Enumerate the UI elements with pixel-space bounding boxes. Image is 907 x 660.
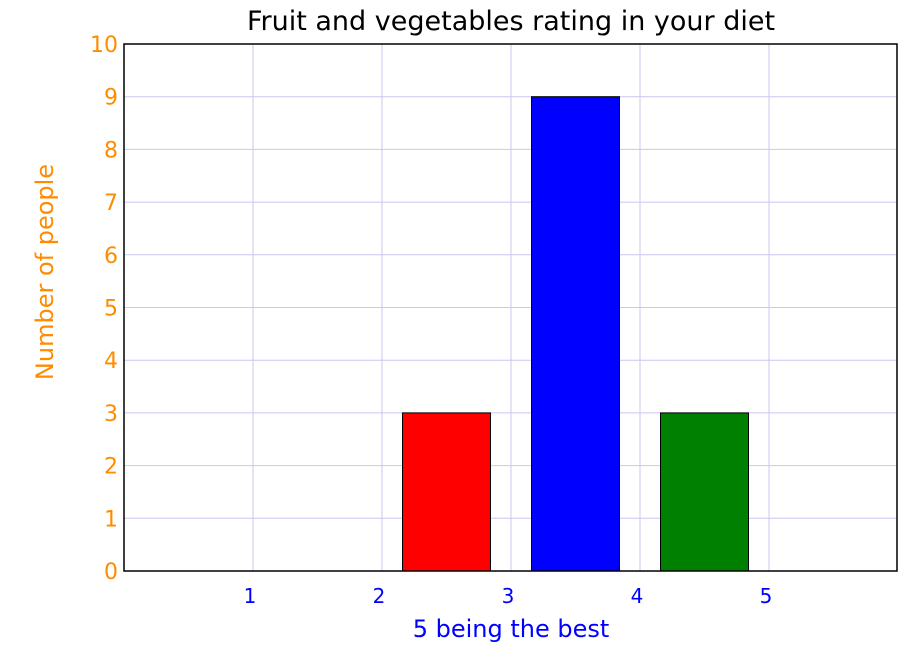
y-axis-ticks: 0 1 2 3 4 5 6 7 8 9 10 <box>90 33 118 585</box>
chart-title: Fruit and vegetables rating in your diet <box>247 6 775 37</box>
y-tick-label: 8 <box>104 138 118 163</box>
y-tick-label: 0 <box>104 560 118 585</box>
y-axis-label: Number of people <box>31 164 59 380</box>
y-tick-label: 4 <box>104 349 118 374</box>
x-tick-label: 4 <box>631 584 644 608</box>
bar-3 <box>531 96 620 572</box>
y-tick-label: 9 <box>104 86 118 111</box>
bar-4 <box>660 412 749 572</box>
x-axis-label: 5 being the best <box>413 615 610 643</box>
y-tick-label: 2 <box>104 455 118 480</box>
x-tick-label: 5 <box>760 584 773 608</box>
bars <box>402 96 749 572</box>
bar-2 <box>402 412 491 572</box>
y-tick-label: 1 <box>104 507 118 532</box>
x-tick-label: 1 <box>244 584 257 608</box>
x-tick-label: 2 <box>373 584 386 608</box>
y-tick-label: 5 <box>104 297 118 322</box>
y-tick-label: 6 <box>104 244 118 269</box>
y-tick-label: 10 <box>90 33 118 58</box>
grid <box>124 44 897 571</box>
y-tick-label: 3 <box>104 402 118 427</box>
y-tick-label: 7 <box>104 191 118 216</box>
x-tick-label: 3 <box>502 584 515 608</box>
x-axis-ticks: 1 2 3 4 5 <box>244 584 773 608</box>
plot-frame <box>123 43 898 572</box>
